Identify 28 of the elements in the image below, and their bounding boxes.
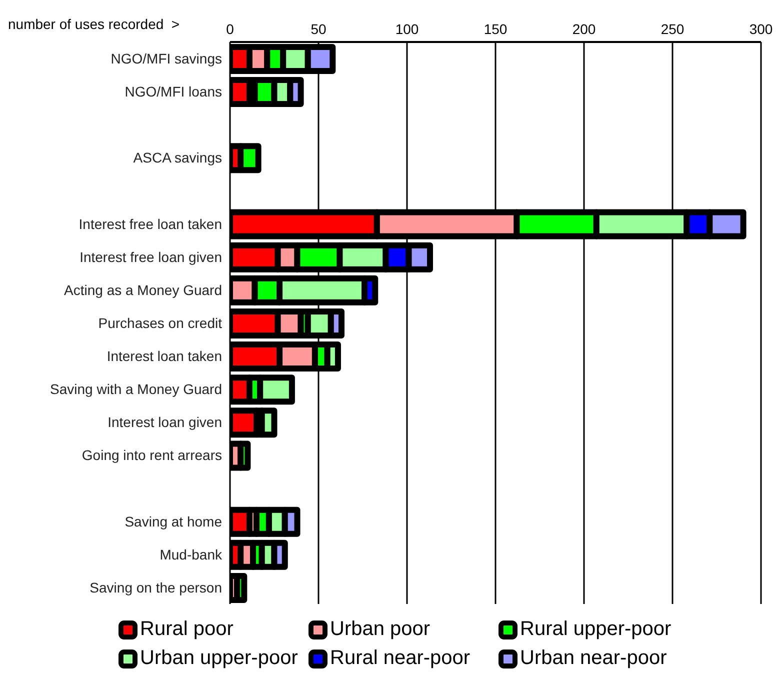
y-tick-label: Saving with a Money Guard — [50, 381, 222, 398]
legend-label: Rural near-poor — [330, 647, 470, 670]
x-tick-label: 300 — [749, 21, 773, 37]
y-tick-label: Saving on the person — [90, 579, 222, 596]
y-tick-label: NGO/MFI loans — [124, 84, 222, 100]
y-tick-label: Interest free loan taken — [78, 216, 222, 232]
x-tick-label: 200 — [572, 21, 596, 37]
y-tick-label: ASCA savings — [133, 150, 222, 166]
x-tick-label: 50 — [310, 21, 326, 37]
y-tick-label: Saving at home — [124, 513, 222, 530]
x-tick-label: 0 — [226, 21, 234, 37]
legend-label: Rural upper-poor — [520, 618, 672, 641]
y-tick-label: Interest loan given — [108, 414, 222, 430]
legend-label: Urban near-poor — [520, 647, 667, 670]
legend-label: Urban upper-poor — [140, 647, 298, 670]
y-tick-label: Mud-bank — [160, 546, 223, 562]
x-axis-title: number of uses recorded > — [8, 16, 180, 32]
legend-label: Urban poor — [330, 618, 430, 641]
y-tick-label: Purchases on credit — [98, 314, 222, 331]
y-tick-label: Interest loan taken — [106, 348, 222, 364]
y-tick-label: NGO/MFI savings — [110, 50, 222, 66]
y-tick-label: Acting as a Money Guard — [64, 282, 222, 298]
legend-label: Rural poor — [140, 618, 234, 641]
x-tick-label: 250 — [660, 21, 684, 37]
y-tick-label: Interest free loan given — [80, 248, 222, 265]
x-tick-label: 150 — [484, 21, 508, 37]
x-tick-label: 100 — [395, 21, 419, 37]
y-tick-label: Going into rent arrears — [82, 447, 222, 464]
